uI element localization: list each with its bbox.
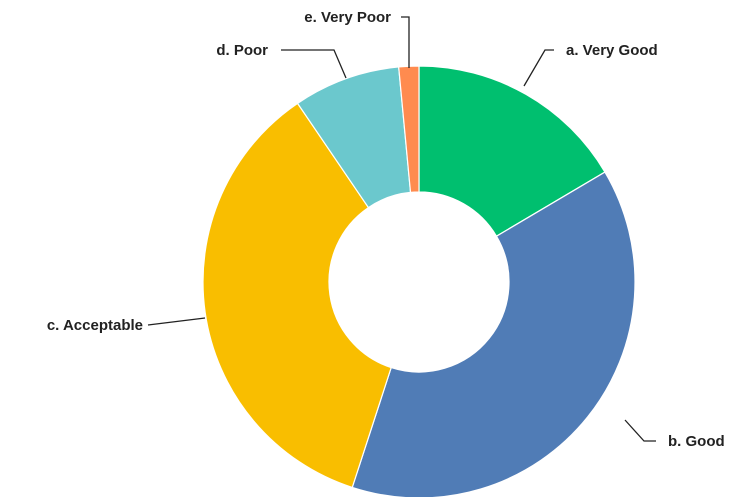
leader-line-d-poor: [281, 49, 347, 79]
label-d-poor: d. Poor: [216, 42, 268, 59]
label-c-acceptable: c. Acceptable: [47, 317, 143, 334]
slice-c-acceptable: [202, 102, 392, 489]
leader-line-e-very-poor: [401, 16, 410, 68]
label-e-very-poor: e. Very Poor: [304, 9, 391, 26]
leader-lines: [147, 16, 656, 442]
leader-line-a-very-good: [523, 49, 554, 87]
leader-line-c-acceptable: [147, 317, 206, 326]
label-b-good: b. Good: [668, 433, 725, 450]
slice-labels: a. Very Good b. Good c. Acceptable d. Poor e…: [47, 9, 725, 450]
slice-a-very-good: [418, 65, 606, 238]
label-a-very-good: a. Very Good: [566, 42, 658, 59]
donut-slices: [202, 65, 636, 497]
leader-line-b-good: [624, 419, 656, 442]
slice-b-good: [351, 171, 636, 497]
slice-e-very-poor: [398, 65, 420, 194]
